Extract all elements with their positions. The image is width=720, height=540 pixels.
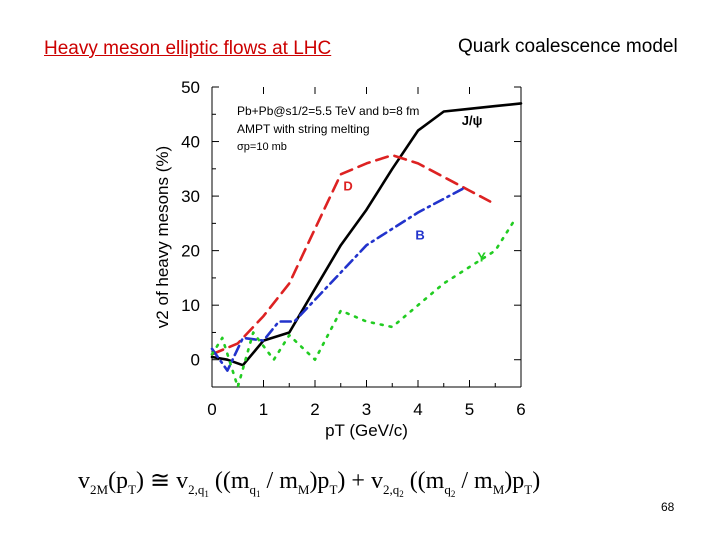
formula-close-pt2: )p bbox=[504, 468, 525, 494]
formula-sub-t: T bbox=[128, 481, 137, 497]
formula-tail2: ) bbox=[532, 468, 541, 494]
series-line-2 bbox=[210, 186, 466, 372]
annotation-cross-section: σp=10 mb bbox=[237, 141, 287, 153]
formula-sub-2m: 2M bbox=[90, 481, 109, 497]
formula-sub-q1: q1 bbox=[249, 481, 261, 499]
formula-sub-t2: T bbox=[524, 481, 533, 497]
y-tick-label: 50 bbox=[181, 78, 200, 97]
formula-close-pt1: )p bbox=[309, 468, 330, 494]
series-label-0: J/ψ bbox=[462, 113, 483, 128]
x-axis-label: pT (GeV/c) bbox=[325, 421, 408, 440]
labels-layer: J/ψ D B Υ bbox=[343, 113, 486, 264]
y-tick-label: 10 bbox=[181, 296, 200, 315]
formula-sub-q2: q2 bbox=[444, 481, 456, 499]
formula-close: ) bbox=[136, 468, 145, 494]
slide-title-left: Heavy meson elliptic flows at LHC bbox=[44, 38, 332, 59]
x-tick-label: 6 bbox=[516, 400, 525, 419]
x-tick-label: 0 bbox=[207, 400, 216, 419]
annotations-layer: Pb+Pb@s1/2=5.5 TeV and b=8 fm AMPT with … bbox=[237, 104, 419, 153]
formula-sub-t1: T bbox=[329, 481, 338, 497]
formula-approx: ≅ bbox=[144, 468, 177, 494]
formula-pt: (p bbox=[108, 468, 129, 494]
page-number: 68 bbox=[661, 500, 675, 514]
formula-v3: v bbox=[370, 468, 383, 494]
formula-open-mq1: ((m bbox=[208, 468, 250, 494]
x-tick-label: 4 bbox=[413, 400, 422, 419]
series-layer bbox=[210, 102, 523, 389]
y-tick-label: 30 bbox=[181, 187, 200, 206]
y-tick-label: 0 bbox=[191, 351, 200, 370]
formula-sub-2q1: 2,q1 bbox=[188, 481, 209, 499]
formula-slash-m1: / m bbox=[260, 468, 298, 494]
formula-open-mq2: ((m bbox=[403, 468, 445, 494]
formula-sub-m1: M bbox=[297, 481, 310, 497]
formula-slash-m2: / m bbox=[455, 468, 493, 494]
series-label-3: Υ bbox=[477, 250, 486, 265]
formula-plus: + bbox=[345, 468, 371, 494]
series-line-0 bbox=[210, 102, 523, 367]
formula-sub-m2: M bbox=[492, 481, 505, 497]
formula-tail1: ) bbox=[337, 468, 346, 494]
formula-v2: v bbox=[176, 468, 189, 494]
y-tick-label: 20 bbox=[181, 242, 200, 261]
formula-sub-2q2: 2,q2 bbox=[382, 481, 404, 499]
x-tick-label: 3 bbox=[362, 400, 371, 419]
annotation-collision: Pb+Pb@s1/2=5.5 TeV and b=8 fm bbox=[237, 104, 419, 118]
series-line-1 bbox=[210, 153, 492, 356]
slide-title-right: Quark coalescence model bbox=[458, 36, 678, 57]
x-tick-label: 1 bbox=[259, 400, 268, 419]
y-tick-label: 40 bbox=[181, 133, 200, 152]
series-label-2: B bbox=[415, 228, 424, 243]
x-tick-label: 5 bbox=[465, 400, 474, 419]
series-label-1: D bbox=[343, 179, 352, 194]
coalescence-formula: v2M(pT) ≅ v2,q1 ((mq1 / mM)pT) + v2,q2 (… bbox=[78, 466, 540, 499]
axis-ticks: 0 1 2 3 4 5 6 0 10 20 30 40 50 bbox=[181, 78, 526, 419]
x-tick-label: 2 bbox=[310, 400, 319, 419]
annotation-model: AMPT with string melting bbox=[237, 122, 370, 136]
y-axis-label: v2 of heavy mesons (%) bbox=[153, 146, 172, 328]
series-line-3 bbox=[210, 216, 518, 389]
formula-v: v bbox=[78, 468, 90, 494]
